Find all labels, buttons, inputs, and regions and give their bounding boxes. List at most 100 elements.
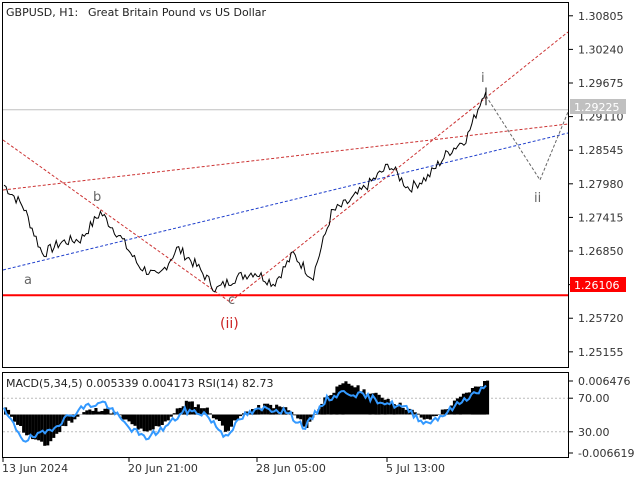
macd-bar xyxy=(25,415,28,436)
macd-bar xyxy=(381,398,384,415)
time-tick-label: 28 Jun 05:00 xyxy=(256,462,326,475)
time-tick-label: 5 Jul 13:00 xyxy=(386,462,445,475)
symbol-timeframe: GBPUSD, H1: xyxy=(6,6,78,19)
macd-bar xyxy=(296,415,299,419)
macd-bar xyxy=(40,415,43,442)
macd-bar xyxy=(55,415,58,434)
wave-label-ii: ii xyxy=(534,191,541,206)
macd-bar xyxy=(462,394,465,415)
macd-bar xyxy=(378,395,381,415)
macd-bar xyxy=(341,383,344,414)
macd-bar xyxy=(350,386,353,415)
indicator-tick-label: 30.00 xyxy=(578,426,610,439)
macd-bar xyxy=(218,415,221,422)
price-tick-label: 1.26850 xyxy=(578,245,624,258)
macd-bar xyxy=(16,415,19,425)
macd-bar xyxy=(164,415,167,422)
macd-bar xyxy=(109,414,112,415)
macd-bar xyxy=(426,415,429,419)
macd-bar xyxy=(173,413,176,414)
macd-bar xyxy=(149,415,152,431)
macd-bar xyxy=(10,415,13,417)
macd-bar xyxy=(170,415,173,417)
macd-bar xyxy=(134,415,137,426)
price-tick-label: 1.25720 xyxy=(578,312,624,325)
macd-bar xyxy=(161,415,164,426)
macd-bar xyxy=(432,415,435,417)
wave-label-ii-major: (ii) xyxy=(220,316,239,332)
macd-bar xyxy=(456,398,459,414)
macd-bar xyxy=(191,401,194,414)
price-tick-label: 1.27415 xyxy=(578,211,624,224)
wave-label-i: i xyxy=(481,71,485,86)
macd-bar xyxy=(221,415,224,426)
macd-bar xyxy=(212,415,215,419)
macd-bar xyxy=(347,384,350,415)
macd-bar xyxy=(402,408,405,415)
macd-bar xyxy=(353,387,356,414)
macd-bar xyxy=(474,387,477,415)
macd-bar xyxy=(155,415,158,427)
macd-bar xyxy=(22,415,25,433)
price-tick-label: 1.29675 xyxy=(578,77,624,90)
macd-bar xyxy=(335,387,338,415)
macd-bar xyxy=(435,415,438,417)
support-price-label: 1.26106 xyxy=(574,279,620,292)
macd-bar xyxy=(131,415,134,425)
macd-bar xyxy=(227,415,230,431)
macd-bar xyxy=(360,391,363,414)
macd-bar xyxy=(486,381,489,415)
time-axis: 13 Jun 2024 20 Jun 21:00 28 Jun 05:00 5 Jul… xyxy=(2,458,445,475)
macd-bar xyxy=(357,385,360,414)
macd-bar xyxy=(215,415,218,420)
macd-bar xyxy=(94,408,97,415)
macd-bar xyxy=(338,385,341,415)
macd-bar xyxy=(417,414,420,415)
macd-bar xyxy=(344,381,347,414)
macd-bar xyxy=(293,415,296,416)
macd-bar xyxy=(420,415,423,418)
indicator-axis: 0.006476 70.00 30.00 -0.006619 xyxy=(568,375,634,460)
wave-label-c: c xyxy=(228,293,235,308)
wave-label-b: b xyxy=(93,190,101,205)
macd-bar xyxy=(143,415,146,432)
symbol-description: Great Britain Pound vs US Dollar xyxy=(88,6,267,19)
indicator-tick-label: 0.006476 xyxy=(578,375,631,388)
macd-bar xyxy=(233,415,236,421)
price-axis: 1.308051.302401.296751.291101.285451.279… xyxy=(568,10,624,359)
price-tick-label: 1.27980 xyxy=(578,178,624,191)
macd-bar xyxy=(387,399,390,415)
macd-bar xyxy=(137,415,140,430)
price-panel-frame xyxy=(3,3,569,368)
macd-bar xyxy=(302,415,305,427)
current-price-label: 1.29225 xyxy=(574,101,620,114)
indicator-tick-label: -0.006619 xyxy=(578,447,634,460)
macd-bar xyxy=(49,415,52,442)
macd-bar xyxy=(224,415,227,432)
macd-bar xyxy=(158,415,161,427)
macd-bar xyxy=(209,413,212,414)
macd-bar xyxy=(459,397,462,415)
macd-bar xyxy=(28,415,31,435)
macd-bar xyxy=(43,415,46,446)
macd-bar xyxy=(91,411,94,415)
macd-bar xyxy=(140,415,143,429)
macd-bar xyxy=(13,415,16,422)
macd-bar xyxy=(441,410,444,415)
time-tick-label: 13 Jun 2024 xyxy=(2,462,68,475)
wave-label-a: a xyxy=(24,273,32,288)
macd-bar xyxy=(176,408,179,414)
macd-bar xyxy=(37,415,40,441)
macd-bar xyxy=(19,415,22,427)
macd-bar xyxy=(97,412,100,415)
indicator-tick-label: 70.00 xyxy=(578,392,610,405)
macd-bar xyxy=(423,415,426,420)
macd-bar xyxy=(230,415,233,427)
price-tick-label: 1.25155 xyxy=(578,346,624,359)
time-tick-label: 20 Jun 21:00 xyxy=(128,462,198,475)
macd-bar xyxy=(125,415,128,420)
indicator-title: MACD(5,34,5) 0.005339 0.004173 RSI(14) 8… xyxy=(6,377,273,390)
macd-bar xyxy=(100,411,103,415)
macd-bar xyxy=(429,415,432,420)
